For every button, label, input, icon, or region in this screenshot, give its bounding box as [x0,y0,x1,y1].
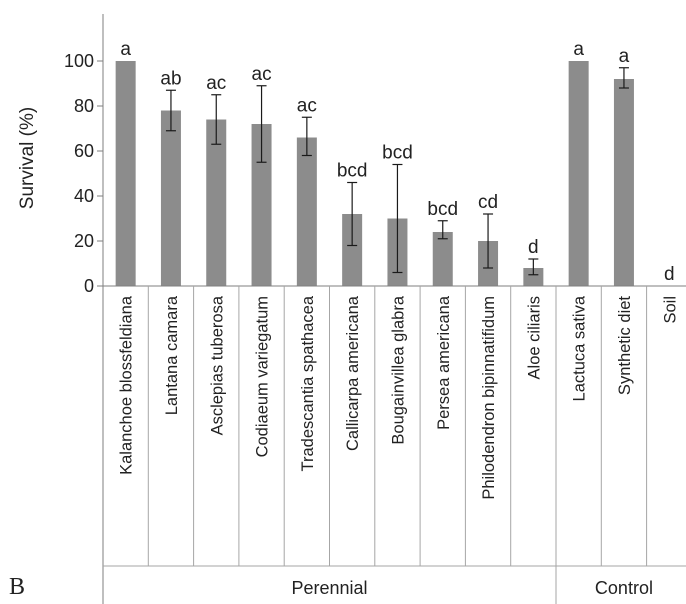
y-tick-label: 40 [74,186,94,206]
bar-lactuca-sativa [568,61,589,286]
bar-lantana-camara [160,110,181,286]
y-tick-label: 20 [74,231,94,251]
y-tick-label: 80 [74,96,94,116]
significance-letter: ac [252,64,272,85]
category-label-philodendron-bipinnatifidum: Philodendron bipinnatifidum [480,296,498,500]
category-label-asclepias-tuberosa: Asclepias tuberosa [208,295,226,435]
category-label-lactuca-sativa: Lactuca sativa [571,295,589,401]
category-label-synthetic-diet: Synthetic diet [616,296,634,395]
bar-codiaeum-variegatum [251,124,272,286]
category-labels-layer: Kalanchoe blossfeldiana Lantana camara Asc… [102,286,686,604]
group-labels-layer: Perennial Control [291,578,652,598]
y-axis-label: Survival (%) [17,107,38,209]
category-label-lantana-camara: Lantana camara [163,295,181,415]
significance-letter: ac [297,95,317,116]
y-ticks-layer: 0 20 40 60 80 100 [64,51,103,296]
category-label-callicarpa-americana: Callicarpa americana [344,295,362,451]
bars-layer [115,61,634,286]
bar-asclepias-tuberosa [206,119,227,286]
category-label-aloe-ciliaris: Aloe ciliaris [525,296,543,379]
y-tick-label: 0 [84,276,94,296]
significance-letter: d [528,237,539,258]
significance-letter: d [664,264,675,285]
bar-tradescantia-spathacea [296,137,317,286]
bar-callicarpa-americana [342,214,363,286]
significance-letter: bcd [427,199,458,220]
category-label-kalanchoe-blossfeldiana: Kalanchoe blossfeldiana [118,295,136,475]
significance-letter: a [120,39,131,60]
significance-letter: bcd [382,143,413,164]
category-label-soil: Soil [661,296,679,324]
group-label-control: Control [595,578,653,598]
error-bars-layer [165,67,629,276]
significance-letter: a [573,39,584,60]
significance-letter: ac [206,73,226,94]
category-label-persea-americana: Persea americana [435,295,453,430]
significance-letter: cd [478,192,498,213]
significance-letter: bcd [337,161,368,182]
category-label-codiaeum-variegatum: Codiaeum variegatum [254,296,272,457]
category-label-tradescantia-spathacea: Tradescantia spathacea [299,295,317,471]
bar-synthetic-diet [613,79,634,286]
y-tick-label: 60 [74,141,94,161]
category-label-bougainvillea-glabra: Bougainvillea glabra [389,295,407,444]
bar-persea-americana [432,232,453,286]
bar-aloe-ciliaris [523,268,544,286]
group-label-perennial: Perennial [291,578,367,598]
significance-letter: ab [160,68,181,89]
bar-kalanchoe-blossfeldiana [115,61,136,286]
y-tick-label: 100 [64,51,94,71]
significance-letter: a [619,46,630,67]
panel-letter: B [9,574,25,600]
